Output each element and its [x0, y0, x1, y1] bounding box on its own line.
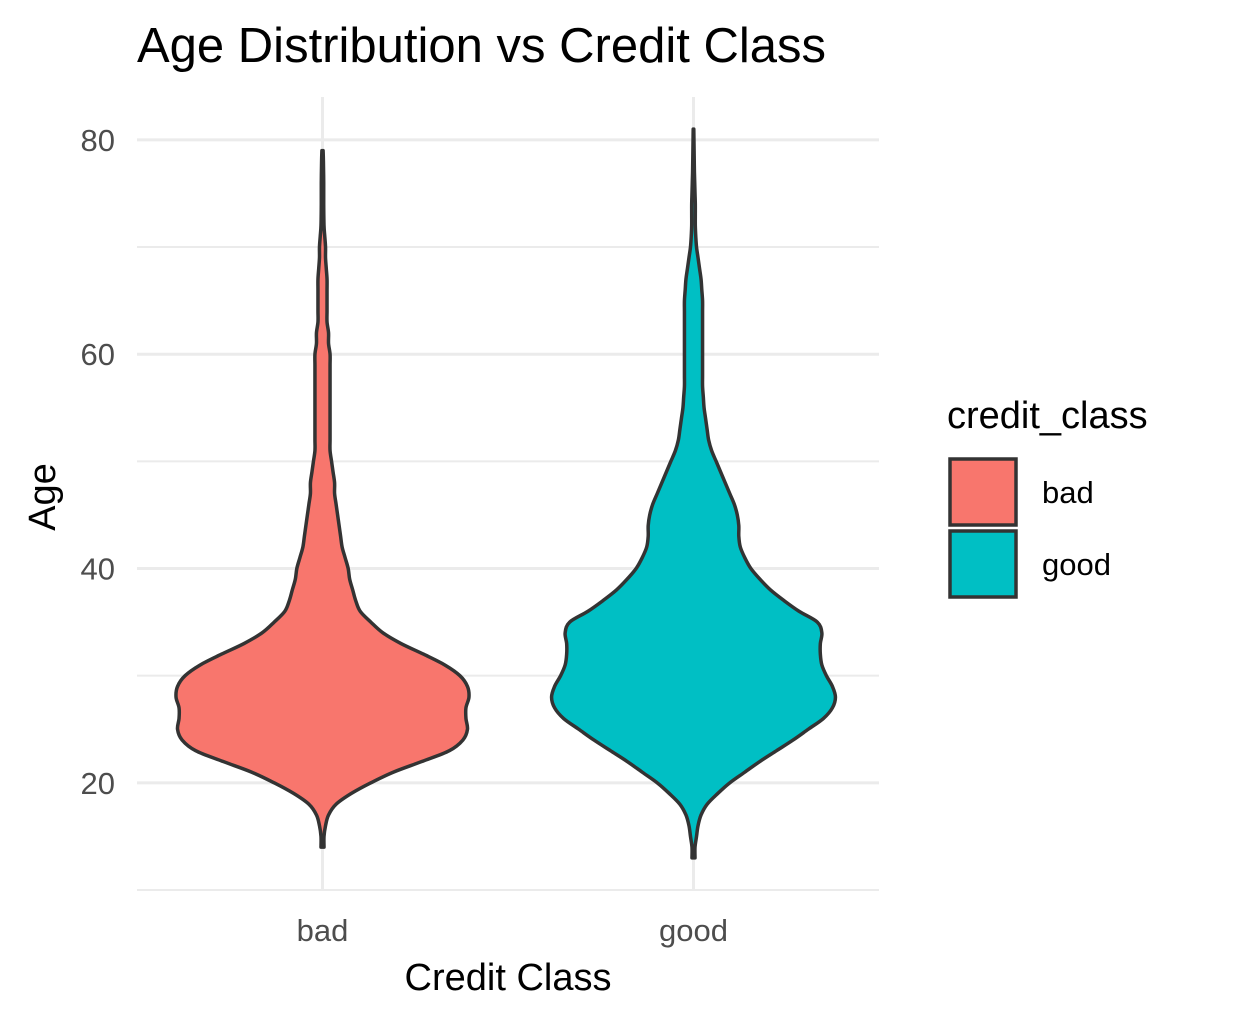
x-axis-label: Credit Class	[405, 957, 612, 999]
y-axis-ticks: 20 40 60 80	[81, 123, 115, 801]
y-tick-label: 20	[81, 766, 115, 801]
chart-title: Age Distribution vs Credit Class	[137, 19, 826, 73]
y-tick-label: 40	[81, 552, 115, 587]
x-tick-label: bad	[297, 913, 349, 948]
y-tick-label: 60	[81, 337, 115, 372]
x-axis-ticks: bad good	[297, 913, 728, 948]
legend-items: bad good	[948, 457, 1111, 599]
violin-layer	[174, 127, 838, 860]
legend-title: credit_class	[947, 395, 1148, 437]
y-axis-label: Age	[22, 463, 64, 531]
x-tick-label: good	[659, 913, 728, 948]
y-tick-label: 80	[81, 123, 115, 158]
legend-key-bad	[948, 457, 1018, 527]
legend: credit_class bad good	[947, 395, 1148, 599]
legend-label-good: good	[1042, 547, 1111, 582]
legend-label-bad: bad	[1042, 475, 1094, 510]
violin-good	[549, 127, 838, 860]
violin-bad	[174, 148, 471, 849]
legend-key-good	[948, 529, 1018, 599]
